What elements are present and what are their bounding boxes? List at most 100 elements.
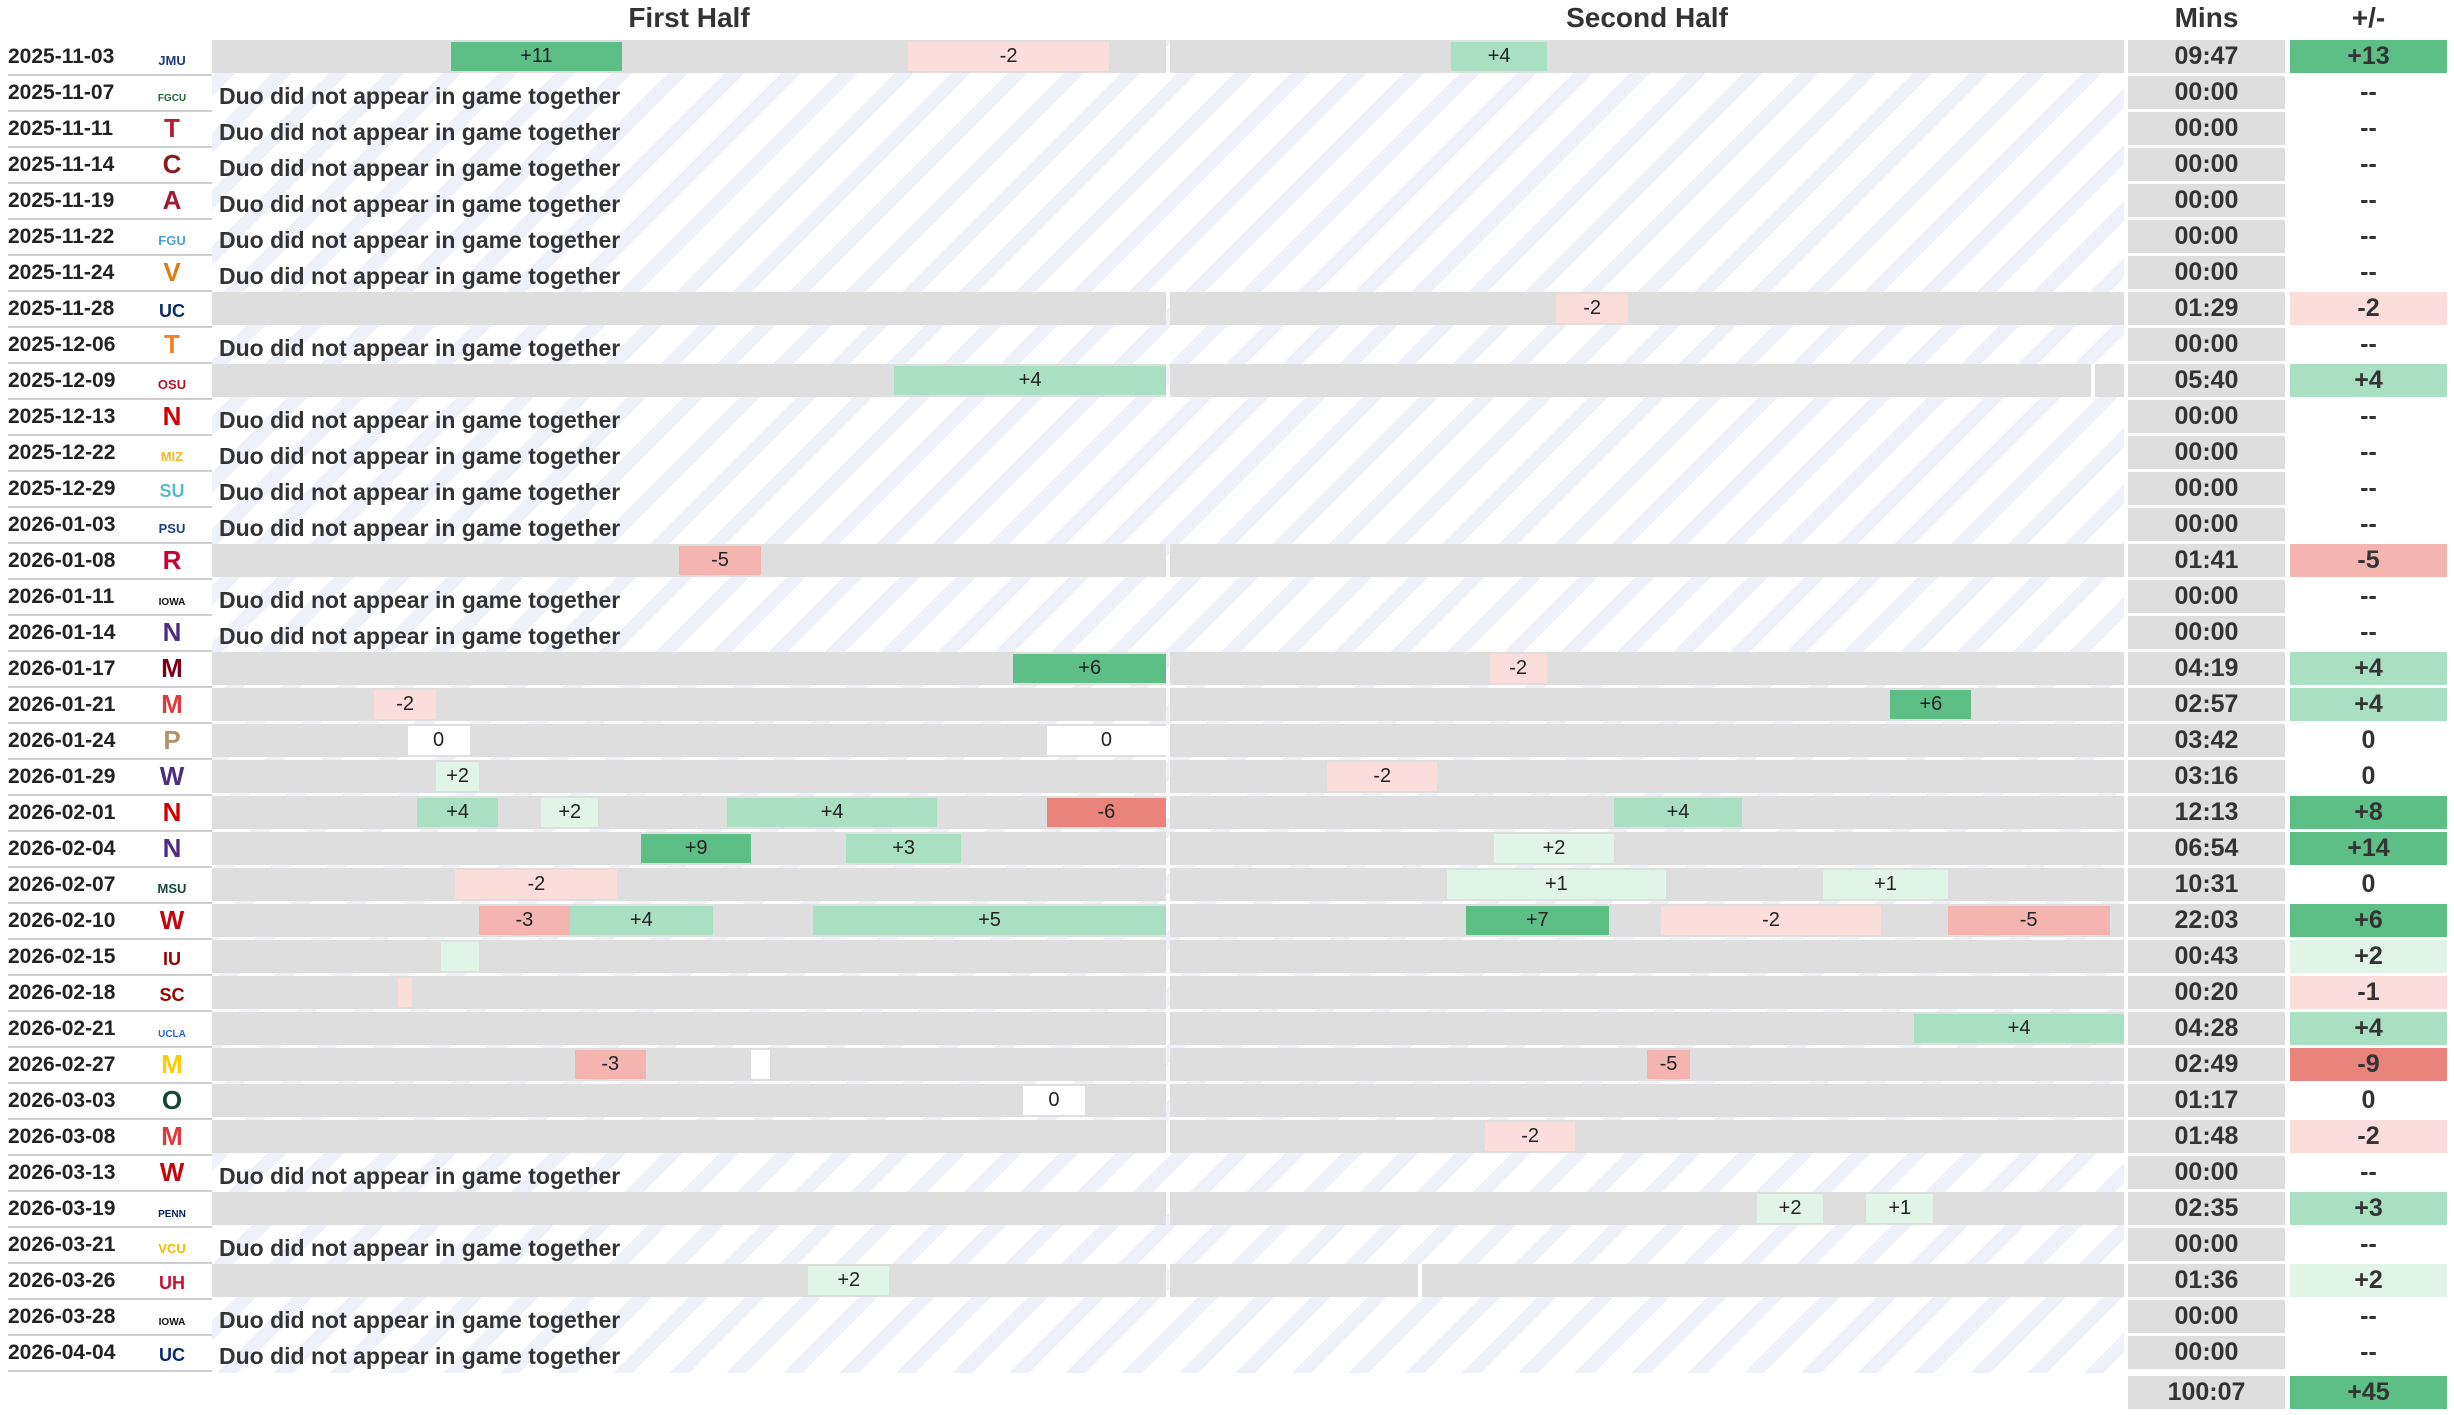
team-logo-icon: A xyxy=(154,185,190,216)
second-half-track xyxy=(1170,1120,2124,1153)
plus-minus-cell: -- xyxy=(2290,328,2447,361)
date-underline xyxy=(8,650,212,652)
stint-segment: +5 xyxy=(813,906,1166,935)
svg-text:N: N xyxy=(163,402,182,431)
date-underline xyxy=(8,146,212,148)
plus-minus-cell: +6 xyxy=(2290,904,2447,937)
game-date: 2026-03-03 xyxy=(8,1089,116,1112)
date-underline xyxy=(8,542,212,544)
team-logo-icon: UC xyxy=(154,293,190,324)
svg-text:M: M xyxy=(161,690,183,719)
game-date: 2026-01-08 xyxy=(8,549,116,572)
minutes-cell: 01:48 xyxy=(2128,1120,2285,1153)
game-date: 2025-11-07 xyxy=(8,81,115,104)
stint-segment: -2 xyxy=(1489,654,1547,683)
plus-minus-cell: -- xyxy=(2290,1300,2447,1333)
svg-text:SU: SU xyxy=(159,481,184,501)
minutes-cell: 05:40 xyxy=(2128,364,2285,397)
stint-segment: +2 xyxy=(1494,834,1614,863)
game-date: 2026-02-10 xyxy=(8,909,116,932)
first-half-track xyxy=(212,940,1166,973)
stint-segment: -3 xyxy=(479,906,570,935)
plus-minus-cell: -- xyxy=(2290,1336,2447,1369)
svg-text:T: T xyxy=(164,114,180,143)
stint-segment: -2 xyxy=(1484,1122,1576,1151)
date-underline xyxy=(8,506,212,508)
stint-segment: +1 xyxy=(1823,870,1948,899)
game-date: 2026-04-04 xyxy=(8,1341,116,1364)
second-half-track xyxy=(1170,760,2124,793)
team-logo-icon: M xyxy=(154,653,190,684)
minutes-cell: 00:20 xyxy=(2128,976,2285,1009)
team-logo-icon: JMU xyxy=(154,41,190,72)
stint-segment: -5 xyxy=(1947,906,2110,935)
minutes-cell: 04:19 xyxy=(2128,652,2285,685)
not-together-note: Duo did not appear in game together xyxy=(219,515,621,541)
date-underline xyxy=(8,218,212,220)
plus-minus-cell: 0 xyxy=(2290,868,2447,901)
team-logo-icon: W xyxy=(154,905,190,936)
second-half-track xyxy=(1170,1192,2124,1225)
stint-segment: -2 xyxy=(1556,294,1628,323)
game-date: 2026-02-18 xyxy=(8,981,116,1004)
game-row: 2026-02-21 UCLA +4 04:28 +4 xyxy=(0,1012,2454,1048)
team-logo-icon: M xyxy=(154,1049,190,1080)
stint-segment: -2 xyxy=(908,42,1109,71)
game-row: 2026-01-11 IOWA Duo did not appear in game… xyxy=(0,580,2454,616)
minutes-cell: 00:00 xyxy=(2128,472,2285,505)
plus-minus-cell: -- xyxy=(2290,1228,2447,1261)
svg-text:UCLA: UCLA xyxy=(158,1029,186,1040)
total-plus-minus: +45 xyxy=(2290,1376,2447,1409)
svg-text:C: C xyxy=(163,150,182,179)
svg-text:JMU: JMU xyxy=(158,53,185,68)
first-half-track xyxy=(212,760,1166,793)
date-underline xyxy=(8,362,212,364)
minutes-cell: 00:00 xyxy=(2128,148,2285,181)
svg-text:UC: UC xyxy=(159,1345,185,1365)
minutes-cell: 00:00 xyxy=(2128,400,2285,433)
date-underline xyxy=(8,1154,212,1156)
plus-minus-cell: +2 xyxy=(2290,940,2447,973)
stint-segment: +9 xyxy=(641,834,751,863)
header-second-half: Second Half xyxy=(1566,2,1728,33)
team-logo-icon: PENN xyxy=(154,1193,190,1224)
stint-segment: -6 xyxy=(1046,798,1166,827)
not-together-note: Duo did not appear in game together xyxy=(219,155,621,181)
minutes-cell: 00:00 xyxy=(2128,328,2285,361)
team-logo-icon: T xyxy=(154,329,190,360)
svg-text:R: R xyxy=(163,546,182,575)
date-underline xyxy=(8,902,212,904)
game-date: 2026-03-21 xyxy=(8,1233,116,1256)
svg-text:N: N xyxy=(163,834,182,863)
plus-minus-cell: -5 xyxy=(2290,544,2447,577)
game-row: 2025-11-14 C Duo did not appear in game to… xyxy=(0,148,2454,184)
stint-segment: -5 xyxy=(1647,1050,1690,1079)
game-date: 2025-11-14 xyxy=(8,153,115,176)
team-logo-icon: T xyxy=(154,113,190,144)
svg-text:W: W xyxy=(160,1158,185,1187)
svg-text:A: A xyxy=(163,186,182,215)
game-row: 2026-03-03 O 0 01:17 0 xyxy=(0,1084,2454,1120)
game-row: 2026-01-14 N Duo did not appear in game to… xyxy=(0,616,2454,652)
stint-segment: +2 xyxy=(436,762,480,791)
svg-text:VCU: VCU xyxy=(158,1241,185,1256)
first-half-track xyxy=(212,292,1166,325)
svg-text:SC: SC xyxy=(159,985,184,1005)
plus-minus-cell: 0 xyxy=(2290,760,2447,793)
team-logo-icon: W xyxy=(154,1157,190,1188)
svg-text:IOWA: IOWA xyxy=(159,597,186,608)
plus-minus-cell: +14 xyxy=(2290,832,2447,865)
date-underline xyxy=(8,1262,212,1264)
plus-minus-cell: -- xyxy=(2290,256,2447,289)
team-logo-icon: UCLA xyxy=(154,1013,190,1044)
stint-segment: +6 xyxy=(1013,654,1166,683)
game-date: 2025-11-22 xyxy=(8,225,115,248)
game-row: 2026-02-27 M -3 -5 02:49 -9 xyxy=(0,1048,2454,1084)
team-logo-icon: V xyxy=(154,257,190,288)
second-half-track xyxy=(1170,544,2124,577)
second-half-track xyxy=(1170,688,2124,721)
game-date: 2025-11-11 xyxy=(8,117,114,140)
stint-segment: 0 xyxy=(407,726,470,755)
svg-text:IU: IU xyxy=(163,949,181,969)
